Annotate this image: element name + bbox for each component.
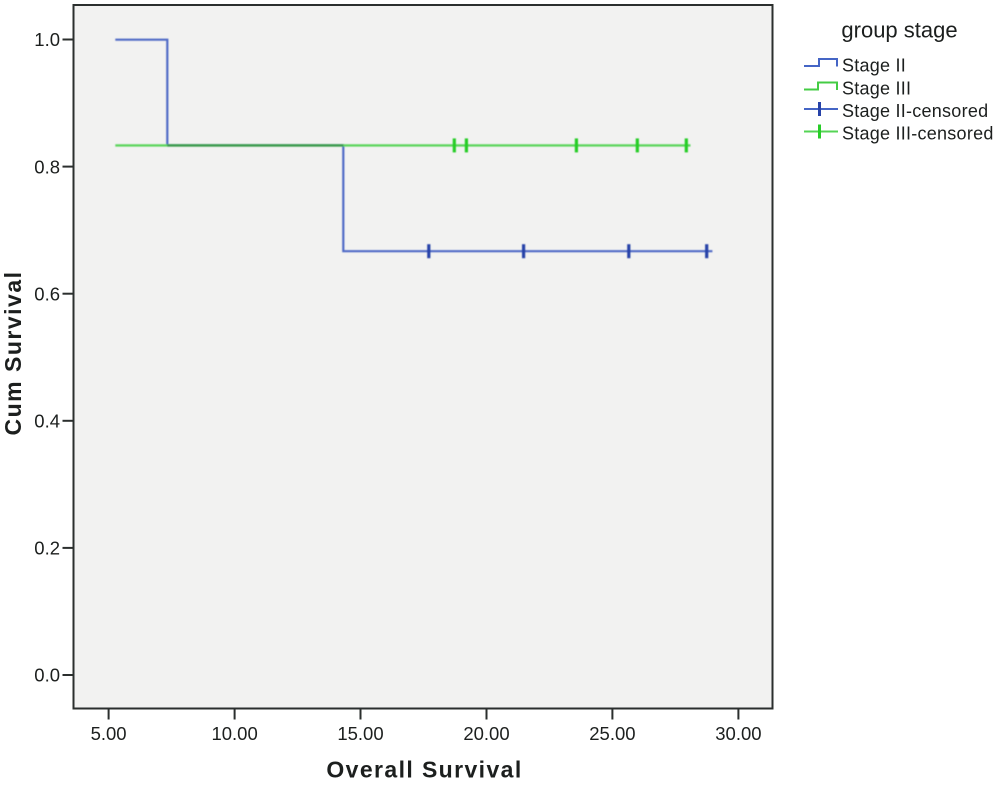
svg-text:15.00: 15.00 <box>337 723 383 744</box>
svg-text:Stage III-censored: Stage III-censored <box>842 124 994 144</box>
svg-text:0.6: 0.6 <box>34 283 60 304</box>
svg-text:30.00: 30.00 <box>715 723 761 744</box>
svg-text:0.0: 0.0 <box>34 665 60 686</box>
svg-text:5.00: 5.00 <box>91 723 127 744</box>
svg-text:0.8: 0.8 <box>34 156 60 177</box>
svg-text:Stage III: Stage III <box>842 79 911 99</box>
svg-text:0.2: 0.2 <box>34 538 60 559</box>
svg-text:Overall Survival: Overall Survival <box>326 757 522 783</box>
svg-text:Stage II-censored: Stage II-censored <box>842 101 988 121</box>
svg-text:1.0: 1.0 <box>34 29 60 50</box>
svg-text:Stage II: Stage II <box>842 56 906 76</box>
svg-text:25.00: 25.00 <box>589 723 635 744</box>
svg-text:20.00: 20.00 <box>463 723 509 744</box>
svg-text:group stage: group stage <box>841 18 957 43</box>
svg-text:10.00: 10.00 <box>211 723 257 744</box>
svg-text:Cum Survival: Cum Survival <box>0 271 26 436</box>
svg-text:0.4: 0.4 <box>34 411 60 432</box>
